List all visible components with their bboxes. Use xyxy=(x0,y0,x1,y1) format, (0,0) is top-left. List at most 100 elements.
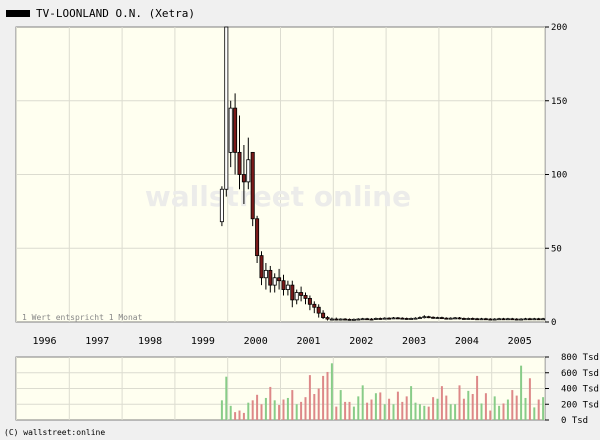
candle-body xyxy=(290,284,295,301)
volume-bar xyxy=(414,402,417,420)
volume-tick-label: 800 Tsd xyxy=(561,353,599,363)
volume-bar xyxy=(405,396,408,420)
candle-body xyxy=(281,280,286,290)
candle-body xyxy=(461,318,466,320)
volume-bar xyxy=(220,400,223,420)
watermark-logo: wallstreet online xyxy=(145,180,411,213)
candle-body xyxy=(316,306,321,314)
candle-body xyxy=(413,317,418,320)
candle-body xyxy=(343,318,348,321)
volume-bar xyxy=(291,390,294,420)
volume-bar xyxy=(489,410,492,420)
volume-bar xyxy=(410,386,413,420)
x-tick-label: 1996 xyxy=(32,336,56,347)
volume-bar xyxy=(308,375,311,420)
volume-bar xyxy=(388,398,391,420)
volume-bar xyxy=(269,386,272,420)
candle-body xyxy=(285,284,290,290)
x-tick-label: 2002 xyxy=(349,336,373,347)
candle-body xyxy=(321,312,326,318)
copyright-footer: (C) wallstreet:online xyxy=(4,428,106,437)
legend-swatch xyxy=(6,9,30,17)
candle-body xyxy=(532,318,537,321)
volume-bar xyxy=(458,385,461,420)
volume-bar xyxy=(436,398,439,420)
volume-bar xyxy=(537,399,540,420)
x-tick-label: 2004 xyxy=(455,336,479,347)
x-tick-label: 2001 xyxy=(296,336,320,347)
price-tick-label: 100 xyxy=(551,171,567,181)
candle-body xyxy=(470,318,475,320)
volume-bar xyxy=(370,399,373,420)
volume-bar xyxy=(520,365,523,420)
candle-body xyxy=(475,318,480,321)
volume-bar xyxy=(454,404,457,420)
candle-body xyxy=(439,317,444,319)
volume-bar xyxy=(449,404,452,420)
candle-body xyxy=(497,318,502,321)
candle-body xyxy=(444,317,449,320)
volume-bar xyxy=(234,412,237,420)
candle-body xyxy=(219,188,224,223)
volume-bar xyxy=(260,404,263,420)
volume-bar xyxy=(256,394,259,420)
volume-tick-label: 600 Tsd xyxy=(561,369,599,379)
candle-body xyxy=(325,317,330,320)
volume-bar xyxy=(225,376,228,420)
volume-bar xyxy=(366,402,369,420)
candle-body xyxy=(365,318,370,321)
volume-tick-label: 0 Tsd xyxy=(561,416,588,426)
candle-body xyxy=(338,318,343,321)
volume-bar xyxy=(493,396,496,420)
candle-body xyxy=(492,318,497,321)
candle-body xyxy=(488,318,493,321)
volume-bar xyxy=(462,398,465,420)
volume-bar xyxy=(480,403,483,420)
interval-note: 1 Wert entspricht 1 Monat xyxy=(22,313,143,322)
candle-body xyxy=(268,269,273,286)
candle-body xyxy=(523,318,528,321)
candle-body xyxy=(391,317,396,320)
x-tick-label: 2005 xyxy=(508,336,532,347)
candle-body xyxy=(510,318,515,321)
volume-bar xyxy=(344,401,347,420)
volume-bar xyxy=(374,393,377,420)
candle-body xyxy=(369,318,374,321)
volume-bar xyxy=(300,401,303,420)
candle-body xyxy=(294,292,299,301)
candle-body xyxy=(404,318,409,320)
candle-body xyxy=(457,317,462,320)
candle-body xyxy=(259,255,264,279)
candle-body xyxy=(307,297,312,305)
volume-bar xyxy=(335,406,338,420)
candle-body xyxy=(351,318,356,321)
volume-bar xyxy=(278,405,281,420)
volume-bar xyxy=(432,397,435,420)
candle-body xyxy=(356,318,361,321)
candle-body xyxy=(426,316,431,319)
volume-bar xyxy=(295,404,298,420)
candle-body xyxy=(334,318,339,321)
candle-body xyxy=(541,318,546,321)
candle-body xyxy=(466,318,471,320)
chart-title-bar: TV-LOONLAND O.N. (Xetra) xyxy=(4,6,195,20)
candle-body xyxy=(453,317,458,320)
volume-bar xyxy=(326,371,329,420)
x-tick-label: 1999 xyxy=(191,336,215,347)
candle-body xyxy=(536,318,541,321)
volume-bar xyxy=(445,395,448,420)
price-tick-label: 0 xyxy=(551,318,556,328)
candle-body xyxy=(479,318,484,321)
price-tick-label: 50 xyxy=(551,244,562,254)
candle-body xyxy=(272,277,277,286)
volume-bar xyxy=(392,404,395,420)
x-tick-label: 2000 xyxy=(244,336,268,347)
volume-bar xyxy=(383,404,386,420)
volume-bar xyxy=(506,399,509,420)
volume-bar xyxy=(304,397,307,420)
volume-bar xyxy=(418,404,421,420)
candle-body xyxy=(501,318,506,321)
volume-bar xyxy=(330,363,333,420)
candle-body xyxy=(233,107,238,153)
volume-bar xyxy=(339,390,342,420)
